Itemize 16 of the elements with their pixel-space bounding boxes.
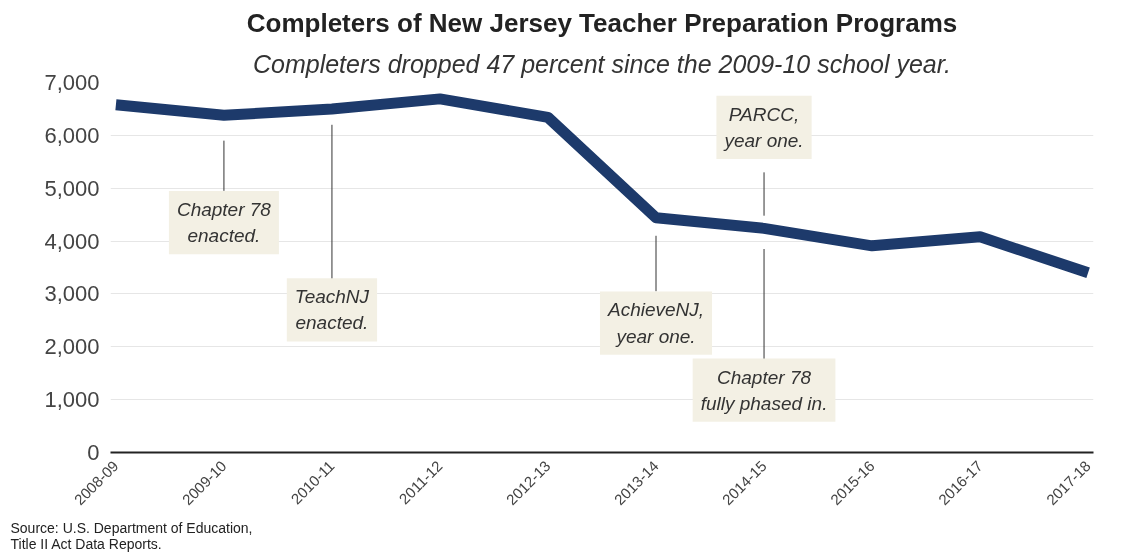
annotation: Chapter 78 enacted. — [176, 198, 272, 247]
source-note: Source: U.S. Department of Education, Title II Act Data Reports. — [10, 519, 253, 552]
y-tick-label: 2,000 — [44, 334, 100, 360]
annotation: Chapter 78 fully phased in. — [700, 366, 828, 414]
y-tick-label: 0 — [87, 440, 100, 465]
annotation: AchieveNJ, year one. — [606, 299, 705, 347]
y-tick-label: 5,000 — [44, 175, 100, 201]
y-tick-label: 4,000 — [44, 228, 100, 254]
y-tick-label: 7,000 — [44, 70, 100, 95]
annotation: TeachNJ enacted. — [294, 286, 370, 334]
y-tick-label: 3,000 — [44, 281, 100, 307]
chart-title: Completers of New Jersey Teacher Preparation Programs — [246, 7, 958, 38]
y-tick-label: 1,000 — [44, 387, 100, 413]
annotation: PARCC, year one. — [722, 103, 804, 152]
y-tick-label: 6,000 — [44, 122, 100, 148]
chart-subtitle: Completers dropped 47 percent since the 2009-10 school year. — [252, 49, 952, 78]
